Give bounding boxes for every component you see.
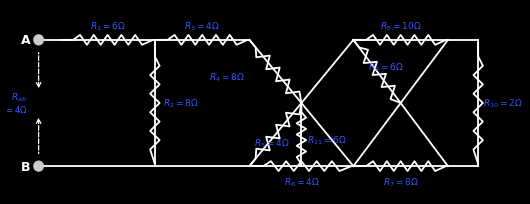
Text: $R_8=10\Omega$: $R_8=10\Omega$ [380,20,421,33]
Text: $R_5=4\Omega$: $R_5=4\Omega$ [254,136,290,149]
Text: $R_3=4\Omega$: $R_3=4\Omega$ [184,20,220,33]
Text: $R_9=6\Omega$: $R_9=6\Omega$ [368,61,403,73]
Text: $R_1=6\Omega$: $R_1=6\Omega$ [90,20,126,33]
Text: $R_{11}=6\Omega$: $R_{11}=6\Omega$ [307,134,347,146]
Text: B: B [21,160,30,173]
Text: $R_7=8\Omega$: $R_7=8\Omega$ [383,176,419,188]
Text: A: A [21,34,30,47]
Text: $=4\Omega$: $=4\Omega$ [4,104,27,115]
Text: $R_4=8\Omega$: $R_4=8\Omega$ [209,71,245,83]
Circle shape [34,161,43,171]
Text: $R_6=4\Omega$: $R_6=4\Omega$ [284,176,319,188]
Text: $R_{10}=2\Omega$: $R_{10}=2\Omega$ [483,97,523,110]
Text: $R_2=8\Omega$: $R_2=8\Omega$ [163,97,199,110]
Circle shape [34,36,43,45]
Text: $R_{ab}$: $R_{ab}$ [12,91,27,104]
